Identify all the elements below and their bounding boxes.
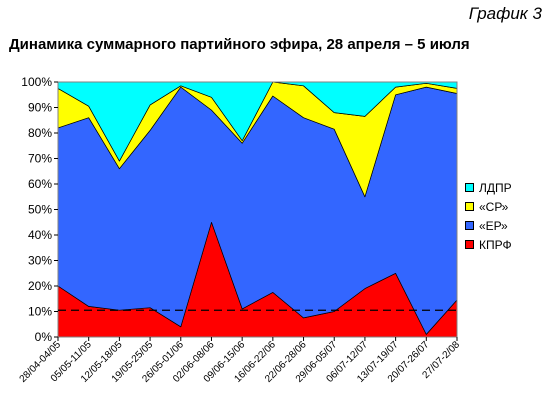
- axes: 0%10%20%30%40%50%60%70%80%90%100%28/04-0…: [18, 75, 463, 385]
- y-tick-label: 0%: [35, 330, 53, 344]
- y-tick-label: 90%: [28, 101, 52, 115]
- y-tick-label: 40%: [28, 228, 52, 242]
- legend-swatch-ldpr: [465, 183, 474, 192]
- legend-label-er: «ЕР»: [479, 218, 508, 233]
- chart-title: Динамика суммарного партийного эфира, 28…: [9, 36, 470, 53]
- legend-swatch-kprf: [465, 240, 474, 249]
- legend-item-kprf: КПРФ: [465, 235, 512, 254]
- chart-caption: График 3: [468, 4, 542, 23]
- series-areas: [57, 81, 458, 338]
- legend-swatch-sr: [465, 202, 474, 211]
- y-tick-label: 100%: [21, 75, 52, 89]
- y-tick-label: 50%: [28, 203, 52, 217]
- y-tick-label: 10%: [28, 305, 52, 319]
- legend-label-kprf: КПРФ: [479, 237, 512, 252]
- legend-item-sr: «СР»: [465, 197, 512, 216]
- y-tick-label: 60%: [28, 177, 52, 191]
- legend-label-ldpr: ЛДПР: [479, 180, 512, 195]
- y-tick-label: 20%: [28, 279, 52, 293]
- legend-item-er: «ЕР»: [465, 216, 512, 235]
- y-tick-label: 30%: [28, 254, 52, 268]
- legend-item-ldpr: ЛДПР: [465, 178, 512, 197]
- legend-label-sr: «СР»: [479, 199, 509, 214]
- legend: ЛДПР «СР» «ЕР» КПРФ: [465, 178, 512, 254]
- legend-swatch-er: [465, 221, 474, 230]
- y-tick-label: 80%: [28, 126, 52, 140]
- y-tick-label: 70%: [28, 152, 52, 166]
